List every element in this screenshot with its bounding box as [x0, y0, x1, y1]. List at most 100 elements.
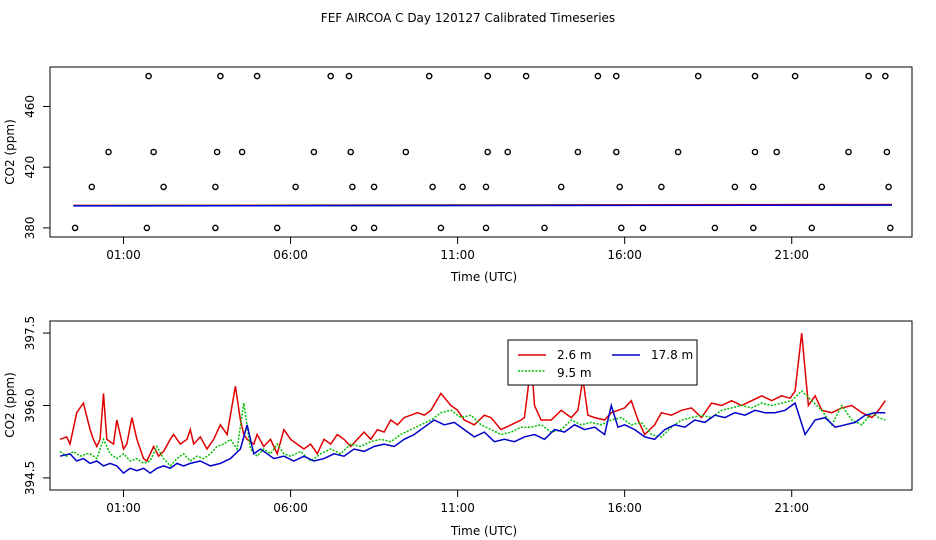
data-point: [484, 72, 492, 80]
data-point: [818, 183, 826, 191]
data-point: [429, 183, 436, 191]
panel-top: 01:00 06:00 11:00 16:00 21:00 380 420 460 Time …: [3, 66, 913, 284]
data-point: [613, 148, 620, 156]
data-point: [253, 72, 261, 80]
data-point: [882, 72, 889, 80]
data-point: [273, 224, 281, 232]
y-axis-label-bottom: CO2 (ppm): [3, 372, 17, 438]
data-point: [750, 224, 757, 232]
data-point: [574, 148, 582, 156]
data-point: [504, 148, 512, 156]
legend-label-9-5m: 9.5 m: [557, 366, 592, 380]
data-point: [482, 183, 490, 191]
data-point: [150, 148, 157, 156]
data-point: [885, 183, 892, 191]
data-point: [711, 224, 719, 232]
data-point: [791, 72, 799, 80]
data-point: [845, 148, 852, 156]
data-point: [639, 224, 647, 232]
y-tick-label: 380: [23, 216, 37, 239]
data-point: [143, 224, 151, 232]
data-point: [773, 148, 781, 156]
legend-label-2-6m: 2.6 m: [557, 348, 592, 362]
y-tick-label: 394.5: [23, 461, 37, 495]
series-line-2-6-m: [59, 333, 886, 463]
data-point: [347, 148, 355, 156]
data-point: [482, 224, 490, 232]
data-point: [212, 183, 219, 191]
data-point: [345, 72, 353, 80]
series-line-9-5-m: [59, 389, 886, 468]
data-point: [425, 72, 433, 80]
data-point: [370, 224, 378, 232]
data-point: [522, 72, 530, 80]
points-top: [71, 72, 894, 232]
data-point: [370, 183, 378, 191]
axes-top: 01:00 06:00 11:00 16:00 21:00 380 420 460: [23, 95, 809, 262]
series-bottom: [59, 333, 886, 475]
data-point: [887, 224, 894, 232]
legend: 2.6 m 9.5 m 17.8 m: [507, 339, 698, 386]
data-point: [292, 183, 299, 191]
data-point: [613, 72, 620, 80]
data-point: [594, 72, 602, 80]
series-line-17-8-m: [73, 204, 893, 207]
y-tick-label: 397.5: [23, 316, 37, 350]
x-tick-label: 11:00: [440, 248, 475, 262]
x-axis-label-top: Time (UTC): [450, 270, 517, 284]
data-point: [88, 183, 96, 191]
x-tick-label: 06:00: [273, 501, 308, 515]
x-axis-label-bottom: Time (UTC): [450, 524, 517, 538]
axes-bottom: 01:00 06:00 11:00 16:00 21:00 394.5 396.0 397.5: [23, 316, 809, 515]
y-tick-label: 396.0: [23, 388, 37, 422]
data-point: [327, 72, 335, 80]
data-point: [160, 183, 167, 191]
data-point: [212, 224, 219, 232]
data-point: [484, 148, 492, 156]
chart-title: FEF AIRCOA C Day 120127 Calibrated Times…: [321, 11, 615, 25]
y-tick-label: 420: [23, 156, 37, 179]
y-tick-label: 460: [23, 95, 37, 118]
data-point: [349, 183, 356, 191]
x-tick-label: 16:00: [607, 501, 642, 515]
x-tick-label: 01:00: [106, 501, 141, 515]
data-point: [310, 148, 318, 156]
data-point: [750, 183, 757, 191]
data-point: [402, 148, 410, 156]
legend-label-17-8m: 17.8 m: [651, 348, 693, 362]
data-point: [213, 148, 221, 156]
data-point: [350, 224, 358, 232]
data-point: [751, 72, 759, 80]
x-tick-label: 21:00: [774, 501, 809, 515]
data-point: [751, 148, 759, 156]
data-point: [145, 72, 152, 80]
data-point: [71, 224, 79, 232]
data-point: [105, 148, 112, 156]
x-tick-label: 06:00: [273, 248, 308, 262]
y-axis-label-top: CO2 (ppm): [3, 119, 17, 185]
x-tick-label: 21:00: [774, 248, 809, 262]
data-point: [883, 148, 891, 156]
data-point: [238, 148, 246, 156]
data-point: [437, 224, 445, 232]
plot-frame-top: [49, 66, 913, 238]
data-point: [616, 183, 624, 191]
panel-bottom: 01:00 06:00 11:00 16:00 21:00 394.5 396.0 397.5…: [3, 316, 913, 538]
data-point: [618, 224, 625, 232]
data-point: [217, 72, 224, 80]
series-top: [73, 203, 893, 207]
data-point: [808, 224, 816, 232]
x-tick-label: 16:00: [607, 248, 642, 262]
legend-box: [507, 339, 698, 386]
x-tick-label: 11:00: [440, 501, 475, 515]
data-point: [541, 224, 548, 232]
x-tick-label: 01:00: [106, 248, 141, 262]
data-point: [694, 72, 702, 80]
data-point: [865, 72, 872, 80]
data-point: [459, 183, 466, 191]
data-point: [731, 183, 739, 191]
series-line-17-8-m: [59, 401, 886, 475]
data-point: [557, 183, 565, 191]
data-point: [674, 148, 682, 156]
